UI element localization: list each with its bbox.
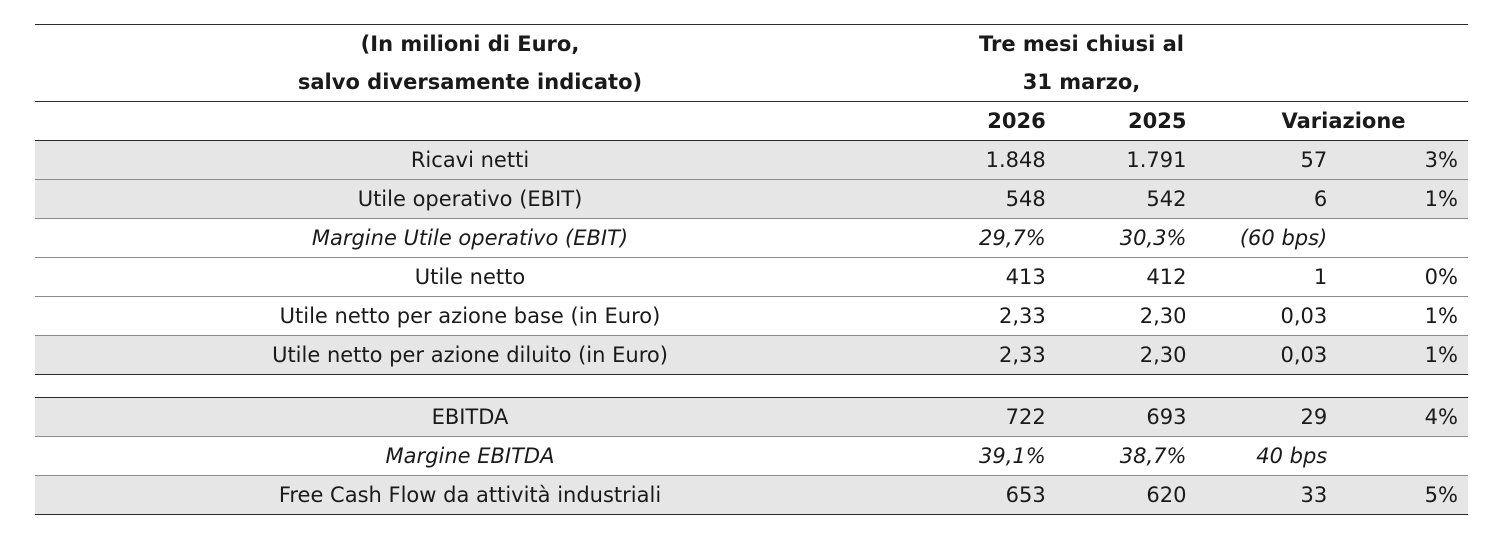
- cell-2025: 38,7%: [1045, 436, 1187, 476]
- cell-2026: 39,1%: [905, 436, 1046, 476]
- unit-note-line1: (In milioni di Euro,: [35, 24, 905, 63]
- cell-change: 29: [1186, 397, 1328, 437]
- row-label: Utile operativo (EBIT): [35, 179, 905, 219]
- cell-pct: 0%: [1327, 257, 1468, 297]
- table-row: Utile netto per azione diluito (in Euro)…: [35, 335, 1468, 375]
- cell-2025: 1.791: [1045, 140, 1187, 180]
- cell-pct: 4%: [1327, 397, 1468, 437]
- cell-2025: 620: [1045, 475, 1187, 515]
- cell-change: 57: [1186, 140, 1328, 180]
- header-row-1: (In milioni di Euro, Tre mesi chiusi al: [35, 24, 1468, 63]
- column-header-2026: 2026: [905, 101, 1046, 141]
- cell-pct: 3%: [1327, 140, 1468, 180]
- cell-change: (60 bps): [1186, 218, 1328, 258]
- cell-2026: 653: [905, 475, 1046, 515]
- column-header-row: 2026 2025 Variazione: [35, 101, 1468, 141]
- period-line1: Tre mesi chiusi al: [905, 24, 1468, 63]
- cell-change: 0,03: [1186, 296, 1328, 336]
- period-line2: 31 marzo,: [905, 63, 1468, 102]
- header-row-2: salvo diversamente indicato) 31 marzo,: [35, 63, 1468, 102]
- cell-2025: 2,30: [1045, 296, 1187, 336]
- column-header-change: Variazione: [1186, 101, 1468, 141]
- cell-2026: 2,33: [905, 335, 1046, 375]
- financial-table-container: (In milioni di Euro, Tre mesi chiusi al …: [35, 24, 1468, 515]
- cell-2026: 722: [905, 397, 1046, 437]
- period-line2-text: 31 marzo,: [1022, 70, 1141, 94]
- row-label: Margine Utile operativo (EBIT): [35, 218, 905, 258]
- table-row: EBITDA 722 693 29 4%: [35, 397, 1468, 437]
- cell-2025: 2,30: [1045, 335, 1187, 375]
- row-label: Utile netto per azione diluito (in Euro): [35, 335, 905, 375]
- cell-2026: 1.848: [905, 140, 1046, 180]
- cell-pct: [1327, 436, 1468, 476]
- row-label: Ricavi netti: [35, 140, 905, 180]
- cell-change: 33: [1186, 475, 1328, 515]
- spacer-row: [35, 374, 1468, 398]
- cell-pct: 1%: [1327, 296, 1468, 336]
- cell-2025: 693: [1045, 397, 1187, 437]
- table-row: Ricavi netti 1.848 1.791 57 3%: [35, 140, 1468, 180]
- cell-2025: 30,3%: [1045, 218, 1187, 258]
- row-label: Utile netto: [35, 257, 905, 297]
- unit-note-line2: salvo diversamente indicato): [297, 70, 643, 94]
- cell-2025: 542: [1045, 179, 1187, 219]
- cell-change: 1: [1186, 257, 1328, 297]
- cell-2026: 29,7%: [905, 218, 1046, 258]
- cell-change: 40 bps: [1186, 436, 1328, 476]
- row-label: Utile netto per azione base (in Euro): [35, 296, 905, 336]
- cell-change: 6: [1186, 179, 1328, 219]
- cell-2026: 2,33: [905, 296, 1046, 336]
- cell-pct: 1%: [1327, 179, 1468, 219]
- table-row: Margine EBITDA 39,1% 38,7% 40 bps: [35, 436, 1468, 476]
- cell-pct: [1327, 218, 1468, 258]
- spacer-cell: [35, 374, 1468, 398]
- cell-2026: 413: [905, 257, 1046, 297]
- cell-2026: 548: [905, 179, 1046, 219]
- cell-change: 0,03: [1186, 335, 1328, 375]
- row-label: EBITDA: [35, 397, 905, 437]
- period-line1-text: Tre mesi chiusi al: [979, 32, 1184, 56]
- column-header-2025: 2025: [1045, 101, 1187, 141]
- table-row: Free Cash Flow da attività industriali 6…: [35, 475, 1468, 515]
- cell-2025: 412: [1045, 257, 1187, 297]
- table-row: Utile netto 413 412 1 0%: [35, 257, 1468, 297]
- table-row: Margine Utile operativo (EBIT) 29,7% 30,…: [35, 218, 1468, 258]
- row-label: Free Cash Flow da attività industriali: [35, 475, 905, 515]
- cell-pct: 1%: [1327, 335, 1468, 375]
- column-header-change-text: Variazione: [1281, 109, 1406, 133]
- cell-pct: 5%: [1327, 475, 1468, 515]
- table-row: Utile operativo (EBIT) 548 542 6 1%: [35, 179, 1468, 219]
- row-label: Margine EBITDA: [35, 436, 905, 476]
- column-header-label: [35, 101, 905, 141]
- financial-summary-table: (In milioni di Euro, Tre mesi chiusi al …: [35, 24, 1468, 515]
- table-row: Utile netto per azione base (in Euro) 2,…: [35, 296, 1468, 336]
